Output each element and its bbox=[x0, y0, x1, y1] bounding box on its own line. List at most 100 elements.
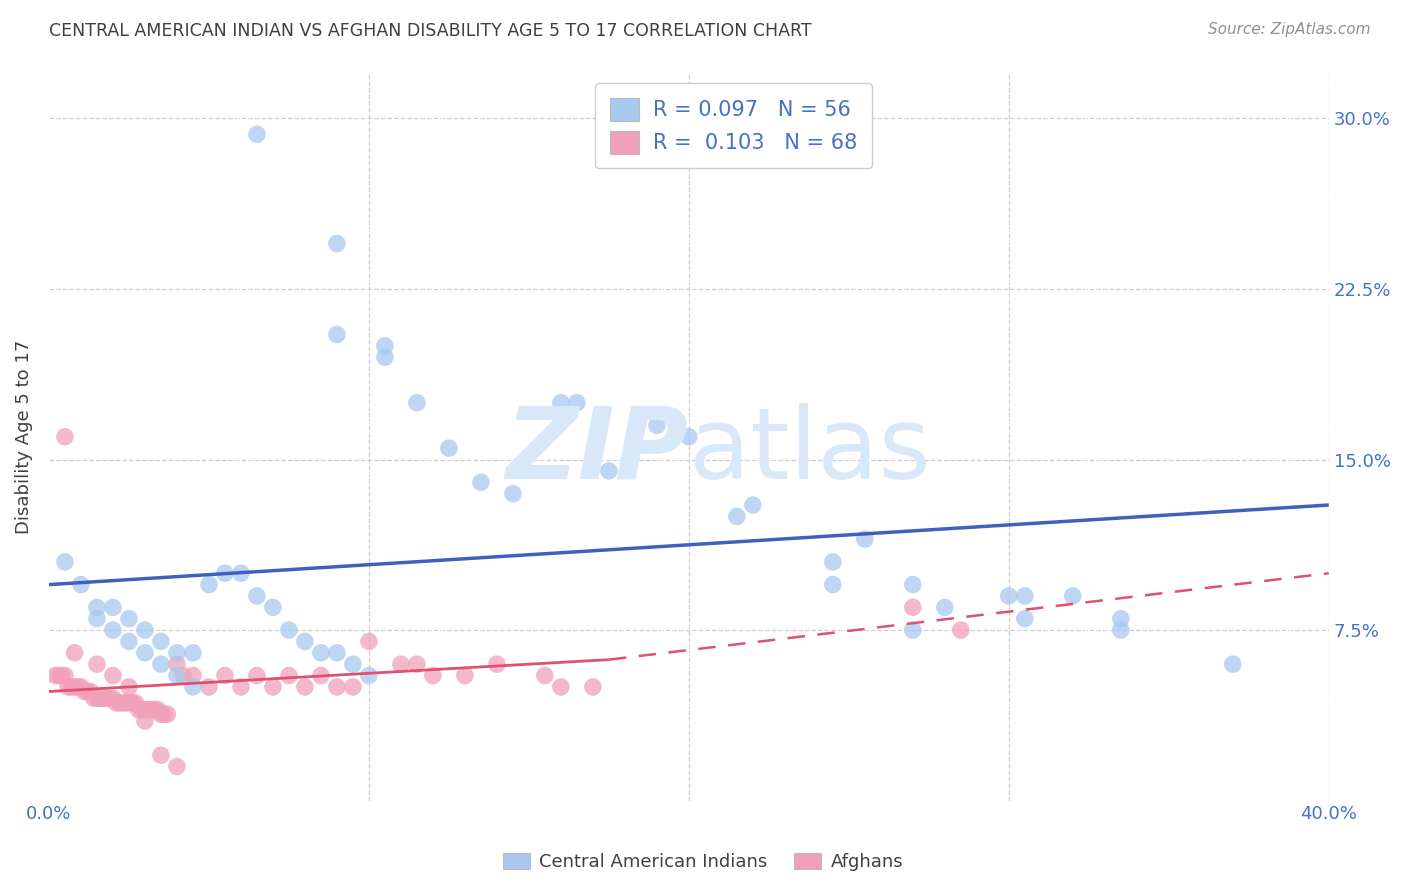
Point bbox=[63, 646, 86, 660]
Point bbox=[821, 555, 844, 569]
Point bbox=[1109, 623, 1132, 637]
Point bbox=[406, 657, 429, 672]
Point bbox=[44, 668, 66, 682]
Point bbox=[901, 577, 924, 591]
Point bbox=[198, 577, 221, 591]
Point bbox=[149, 707, 172, 722]
Point bbox=[1062, 589, 1084, 603]
Point bbox=[262, 680, 284, 694]
Point bbox=[60, 680, 83, 694]
Point bbox=[374, 350, 396, 364]
Point bbox=[93, 691, 115, 706]
Point bbox=[101, 668, 124, 682]
Point bbox=[53, 555, 76, 569]
Point bbox=[48, 668, 70, 682]
Point bbox=[181, 646, 204, 660]
Point bbox=[111, 696, 134, 710]
Point bbox=[136, 703, 159, 717]
Point bbox=[79, 684, 101, 698]
Point bbox=[326, 236, 349, 251]
Point bbox=[1109, 612, 1132, 626]
Point bbox=[181, 680, 204, 694]
Point bbox=[374, 339, 396, 353]
Point bbox=[741, 498, 763, 512]
Point bbox=[246, 128, 269, 142]
Point bbox=[309, 646, 332, 660]
Point bbox=[166, 759, 188, 773]
Point bbox=[246, 589, 269, 603]
Point bbox=[98, 691, 121, 706]
Point bbox=[181, 668, 204, 682]
Point bbox=[105, 696, 128, 710]
Point bbox=[901, 623, 924, 637]
Point bbox=[342, 657, 364, 672]
Point bbox=[454, 668, 477, 682]
Point bbox=[146, 703, 169, 717]
Point bbox=[357, 634, 380, 648]
Point bbox=[582, 680, 605, 694]
Point bbox=[70, 680, 93, 694]
Point bbox=[1014, 612, 1036, 626]
Point bbox=[114, 696, 136, 710]
Point bbox=[678, 430, 700, 444]
Point bbox=[550, 395, 572, 409]
Point bbox=[901, 600, 924, 615]
Point bbox=[134, 714, 156, 728]
Point bbox=[550, 680, 572, 694]
Point bbox=[214, 668, 236, 682]
Point bbox=[214, 566, 236, 581]
Point bbox=[246, 668, 269, 682]
Point bbox=[89, 691, 111, 706]
Point bbox=[143, 703, 166, 717]
Point bbox=[821, 577, 844, 591]
Point bbox=[56, 680, 79, 694]
Point bbox=[294, 634, 316, 648]
Point bbox=[166, 646, 188, 660]
Point bbox=[63, 680, 86, 694]
Legend: Central American Indians, Afghans: Central American Indians, Afghans bbox=[496, 846, 910, 879]
Point bbox=[949, 623, 972, 637]
Point bbox=[141, 703, 163, 717]
Point bbox=[118, 634, 141, 648]
Point bbox=[128, 703, 150, 717]
Point bbox=[326, 327, 349, 342]
Point bbox=[262, 600, 284, 615]
Point bbox=[149, 634, 172, 648]
Point bbox=[437, 441, 460, 455]
Point bbox=[278, 668, 301, 682]
Text: atlas: atlas bbox=[689, 403, 931, 500]
Legend: R = 0.097   N = 56, R =  0.103   N = 68: R = 0.097 N = 56, R = 0.103 N = 68 bbox=[595, 83, 872, 169]
Point bbox=[124, 696, 146, 710]
Point bbox=[342, 680, 364, 694]
Point bbox=[172, 668, 194, 682]
Point bbox=[86, 600, 108, 615]
Point bbox=[66, 680, 89, 694]
Point bbox=[134, 703, 156, 717]
Point bbox=[485, 657, 508, 672]
Point bbox=[86, 657, 108, 672]
Point bbox=[134, 646, 156, 660]
Point bbox=[534, 668, 557, 682]
Text: Source: ZipAtlas.com: Source: ZipAtlas.com bbox=[1208, 22, 1371, 37]
Point bbox=[121, 696, 143, 710]
Point bbox=[96, 691, 118, 706]
Text: ZIP: ZIP bbox=[506, 403, 689, 500]
Point bbox=[118, 680, 141, 694]
Point bbox=[101, 600, 124, 615]
Point bbox=[1014, 589, 1036, 603]
Point bbox=[470, 475, 492, 490]
Point bbox=[278, 623, 301, 637]
Point bbox=[118, 696, 141, 710]
Point bbox=[134, 623, 156, 637]
Point bbox=[198, 680, 221, 694]
Point bbox=[83, 691, 105, 706]
Point bbox=[156, 707, 179, 722]
Point bbox=[422, 668, 444, 682]
Point bbox=[53, 430, 76, 444]
Point bbox=[406, 395, 429, 409]
Point bbox=[86, 612, 108, 626]
Point bbox=[101, 623, 124, 637]
Point bbox=[357, 668, 380, 682]
Point bbox=[70, 577, 93, 591]
Point bbox=[53, 668, 76, 682]
